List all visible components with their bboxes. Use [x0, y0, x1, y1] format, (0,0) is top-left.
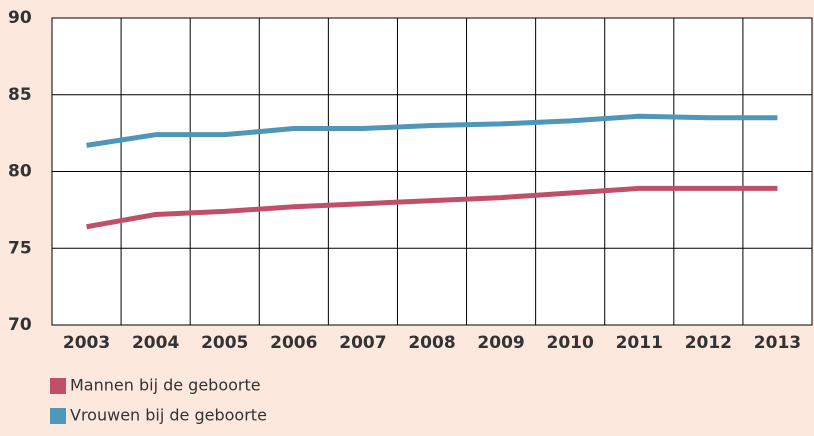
line-series: [86, 113, 778, 148]
line-series: [86, 185, 778, 230]
x-tick-label: 2003: [63, 333, 110, 353]
y-tick-label: 85: [8, 85, 32, 105]
x-tick-label: 2009: [477, 333, 524, 353]
x-tick-label: 2008: [408, 333, 455, 353]
x-tick-label: 2005: [201, 333, 248, 353]
y-tick-label: 75: [8, 238, 32, 258]
legend-label: Vrouwen bij de geboorte: [70, 406, 267, 425]
y-tick-label: 70: [8, 315, 32, 335]
legend-label: Mannen bij de geboorte: [70, 376, 261, 395]
x-tick-label: 2011: [616, 333, 663, 353]
x-tick-label: 2007: [339, 333, 386, 353]
x-tick-label: 2004: [132, 333, 179, 353]
x-tick-label: 2013: [754, 333, 801, 353]
x-tick-label: 2010: [547, 333, 594, 353]
x-tick-label: 2012: [685, 333, 732, 353]
y-tick-label: 80: [8, 162, 32, 182]
y-tick-label: 90: [8, 8, 32, 28]
legend-swatch: [50, 408, 66, 424]
legend-swatch: [50, 378, 66, 394]
x-tick-label: 2006: [270, 333, 317, 353]
